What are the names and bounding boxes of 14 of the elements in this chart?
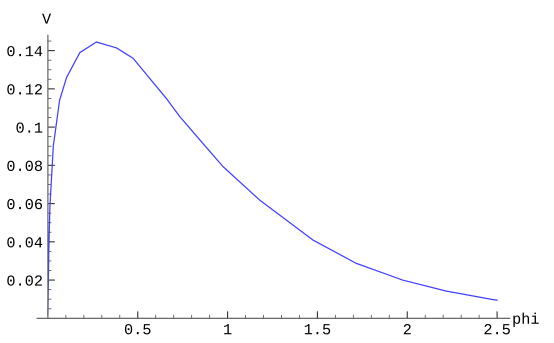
- y-tick-label: 0.02: [7, 275, 42, 286]
- y-tick-label: 0.14: [7, 46, 42, 56]
- x-tick-label: 1: [224, 324, 232, 334]
- y-tick-label: 0.06: [7, 198, 42, 210]
- y-tick-label: 0.04: [7, 237, 42, 248]
- y-tick-label: 0.08: [7, 160, 42, 172]
- x-axis-title: phi: [513, 312, 539, 327]
- y-axis-title: V: [42, 14, 52, 24]
- x-tick-label: 1.5: [304, 324, 330, 334]
- x-tick-label: 2: [404, 324, 411, 334]
- x-tick-label: 0.5: [124, 324, 151, 334]
- x-tick-label: 2.5: [484, 324, 510, 334]
- y-tick-label: 0.1: [16, 122, 42, 133]
- y-tick-label: 0.12: [7, 84, 42, 95]
